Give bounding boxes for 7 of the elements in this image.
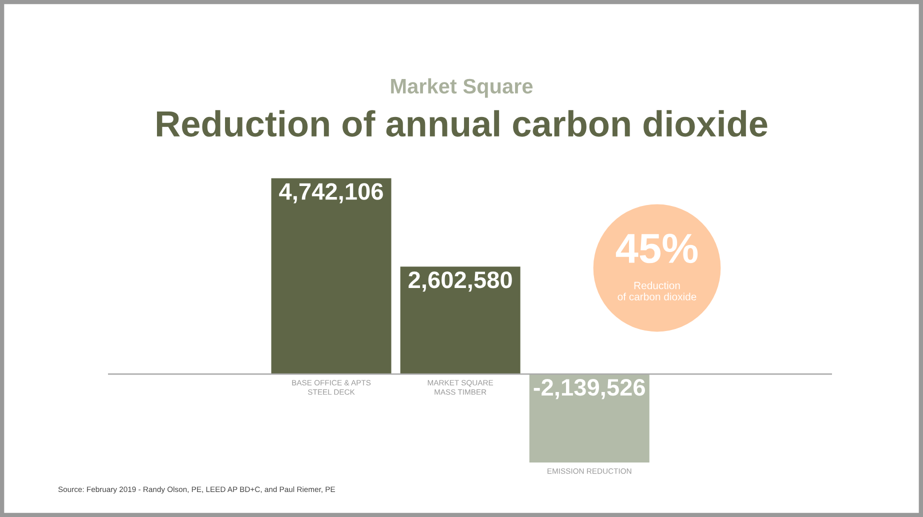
chart-title: Reduction of annual carbon dioxide [156,110,768,137]
annotation: Reduction of carbon dioxide [618,282,696,300]
data-label: 2,602,580 [408,271,512,292]
chart-subtitle: Market Square [391,78,533,98]
data-label: 4,742,106 [279,183,383,204]
data-label: -2,139,526 [534,379,645,400]
annotation: 45% [616,234,698,264]
